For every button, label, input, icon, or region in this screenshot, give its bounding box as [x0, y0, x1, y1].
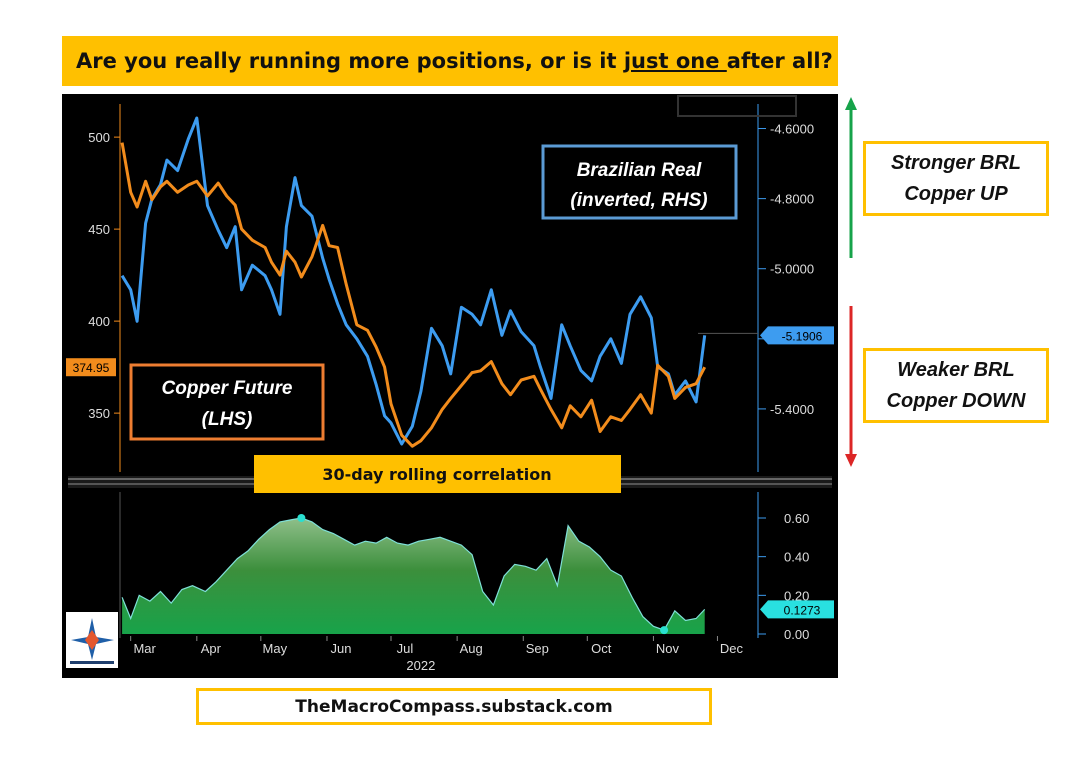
right-axis-tick-label: -4.8000: [770, 192, 814, 207]
copper-up-label: Copper UP: [904, 182, 1008, 205]
copper-label-box: [129, 363, 325, 441]
month-label: Jun: [330, 641, 351, 656]
title-text-start: Are you really running more positions, o…: [76, 49, 624, 73]
right-axis-tick-label: -5.4000: [770, 402, 814, 417]
correlation-line: [121, 517, 706, 631]
month-label: Sep: [526, 641, 549, 656]
footer-url[interactable]: TheMacroCompass.substack.com: [196, 688, 712, 725]
logo-wordmark-icon: [70, 661, 114, 664]
title-text-underlined: just one: [623, 49, 727, 73]
month-label: May: [263, 641, 288, 656]
month-label: Mar: [133, 641, 156, 656]
stronger-brl-box: Stronger BRL Copper UP: [863, 141, 1049, 216]
copper-sublabel: (LHS): [202, 409, 253, 430]
left-axis-tick-label: 450: [88, 222, 110, 237]
brl-last-value-tag: [760, 326, 834, 345]
month-label: Dec: [720, 641, 744, 656]
copper-down-label: Copper DOWN: [886, 389, 1026, 412]
month-label: Oct: [591, 641, 612, 656]
correlation-axis-tick-label: 0.00: [784, 627, 809, 642]
correlation-axis-tick-label: 0.40: [784, 550, 809, 565]
chart-svg: 500450400350-4.6000-4.8000-5.0000-5.2000…: [66, 95, 834, 673]
weaker-brl-label: Weaker BRL: [897, 358, 1015, 381]
arrow-up-head-icon: [845, 97, 857, 110]
brazilian-real-label-box: [541, 144, 738, 220]
macro-compass-logo: [66, 612, 118, 668]
arrow-down-head-icon: [845, 454, 857, 467]
correlation-min-marker: [660, 626, 669, 635]
correlation-title: 30-day rolling correlation: [322, 465, 551, 484]
title-text-end: after all?: [726, 49, 833, 73]
correlation-axis-tick-label: 0.20: [784, 588, 809, 603]
right-axis-tick-label: -5.0000: [770, 262, 814, 277]
year-label: 2022: [406, 658, 435, 673]
weaker-brl-box: Weaker BRL Copper DOWN: [863, 348, 1049, 423]
month-label: Apr: [201, 641, 222, 656]
copper-future-line: [120, 142, 707, 448]
copper-label: Copper Future: [162, 378, 293, 399]
chart-title-banner: Are you really running more positions, o…: [62, 36, 838, 86]
correlation-axis-tick-label: 0.60: [784, 511, 809, 526]
correlation-title-banner: [254, 455, 621, 493]
right-axis-tick-label: -4.6000: [770, 122, 814, 137]
copper-last-value-label: 374.95: [73, 361, 110, 375]
month-label: Nov: [656, 641, 680, 656]
brl-last-value-label: -5.1906: [782, 329, 823, 343]
brazilian-real-sublabel: (inverted, RHS): [570, 190, 707, 211]
correlation-max-marker: [297, 514, 306, 522]
copper-last-value-tag: [66, 358, 116, 377]
stronger-brl-label: Stronger BRL: [891, 151, 1021, 174]
chart-panel: 500450400350-4.6000-4.8000-5.0000-5.2000…: [62, 94, 838, 678]
correlation-last-value-tag: [760, 600, 834, 619]
left-axis-tick-label: 350: [88, 406, 110, 421]
left-axis-tick-label: 400: [88, 314, 110, 329]
brazilian-real-line: [120, 116, 707, 446]
legend-frame: [677, 95, 797, 117]
correlation-last-value-label: 0.1273: [784, 603, 821, 617]
correlation-area: [122, 518, 705, 634]
month-label: Aug: [460, 641, 483, 656]
month-label: Jul: [397, 641, 414, 656]
left-axis-tick-label: 500: [88, 130, 110, 145]
brazilian-real-label: Brazilian Real: [577, 160, 702, 181]
compass-center-icon: [85, 630, 99, 650]
